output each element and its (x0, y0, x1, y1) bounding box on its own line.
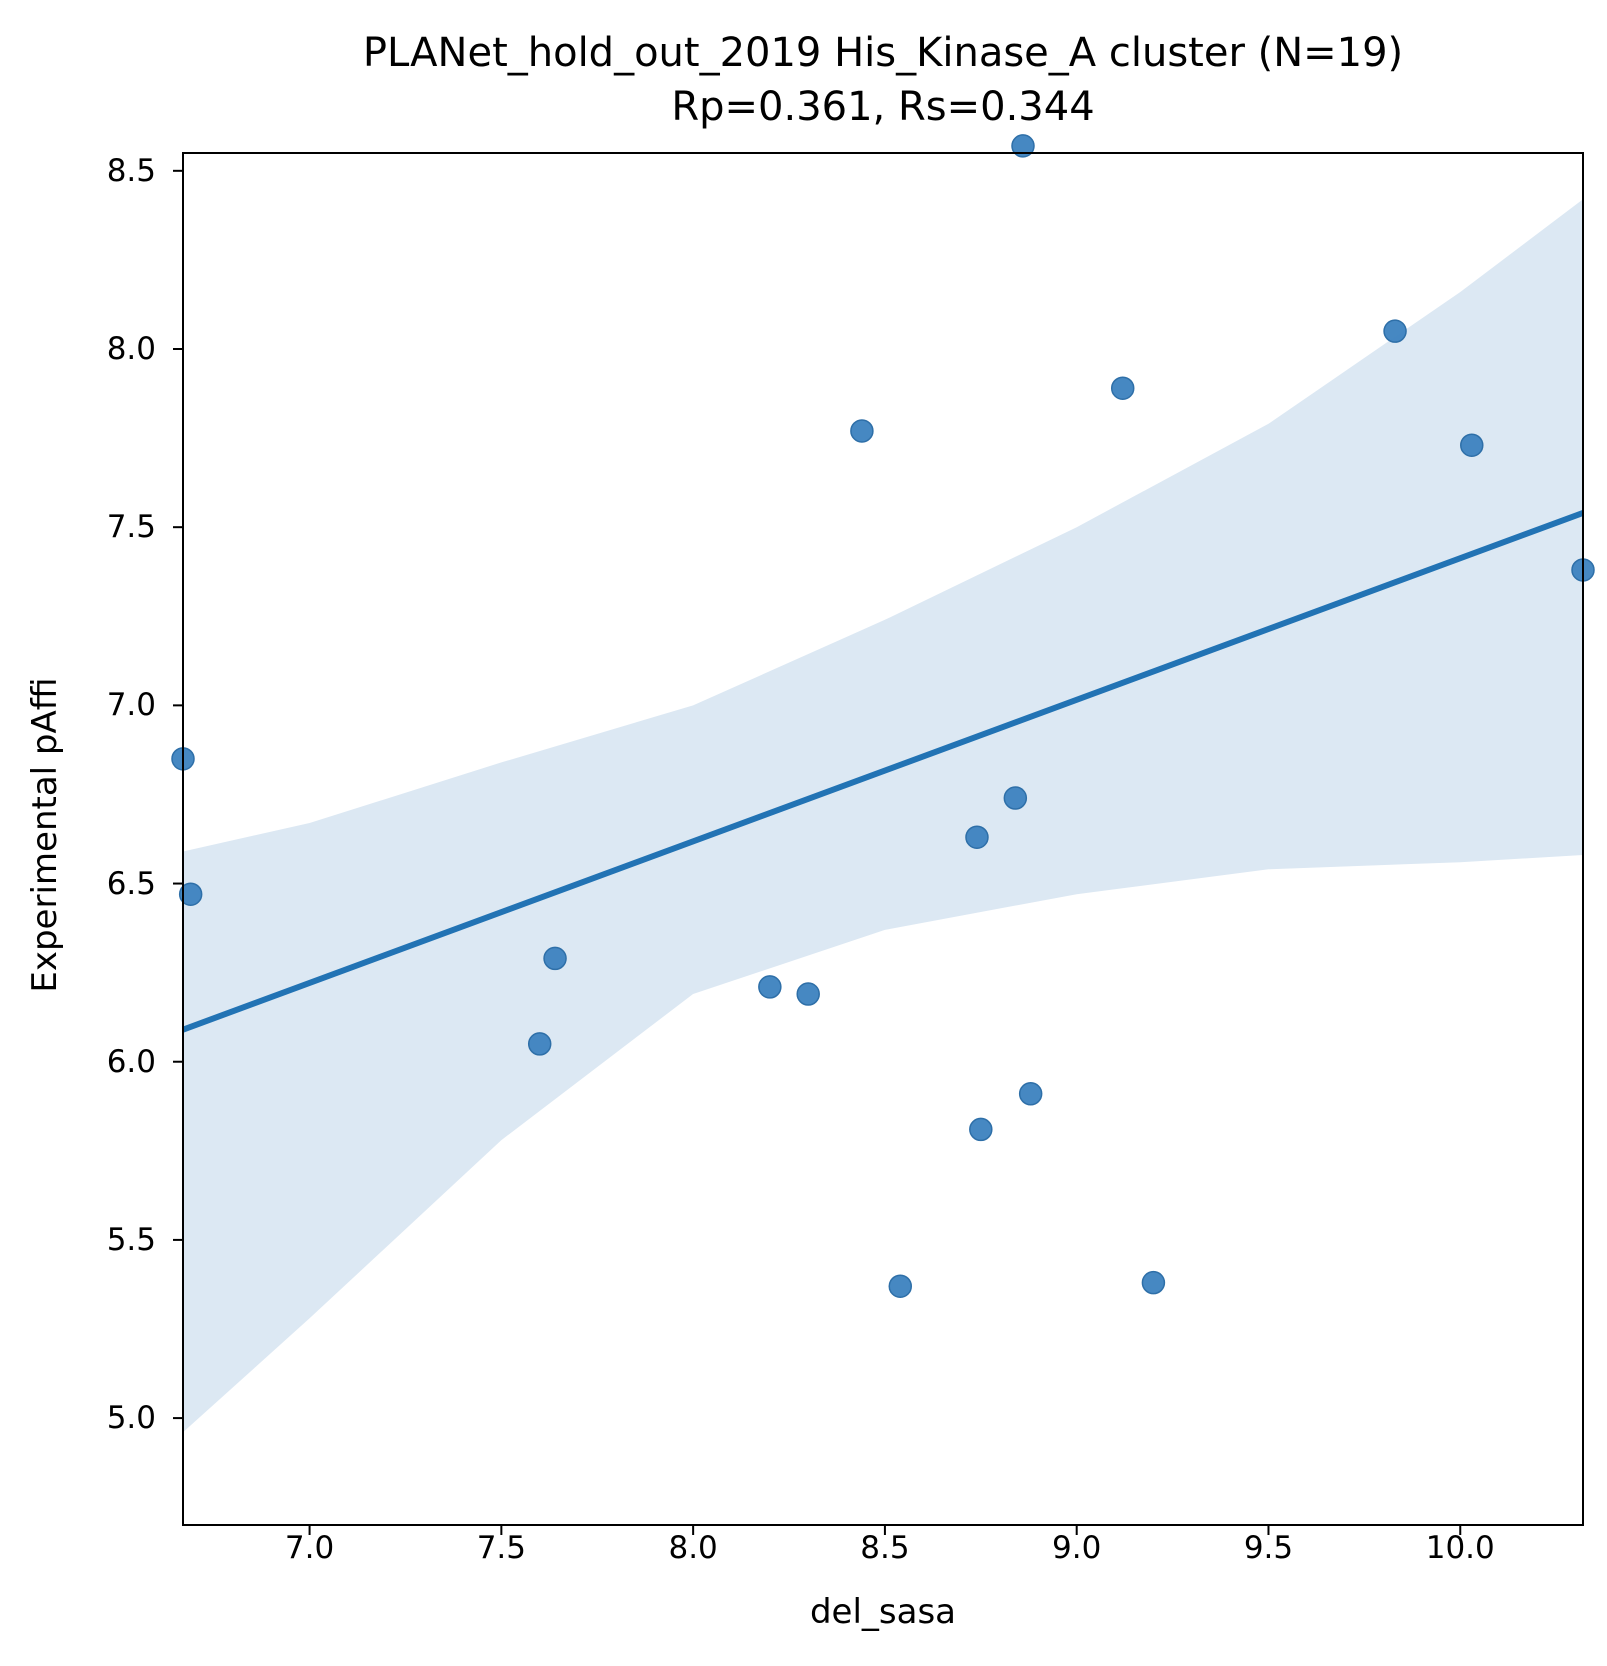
data-point (1383, 319, 1407, 343)
data-point (1110, 376, 1135, 400)
y-tick-label: 7.5 (106, 509, 156, 546)
y-tick-label: 6.5 (106, 865, 156, 902)
data-point (850, 419, 874, 443)
y-tick-label: 5.5 (106, 1221, 156, 1258)
x-axis-label: del_sasa (809, 1592, 957, 1632)
y-tick-label: 5.0 (106, 1400, 156, 1437)
y-axis-label: Experimental pAffi (25, 677, 65, 993)
data-point (178, 882, 203, 906)
axes-frame (182, 152, 1584, 1526)
data-point (796, 982, 820, 1006)
regression-line (183, 510, 1583, 1033)
chart-subtitle: Rp=0.361, Rs=0.344 (671, 84, 1095, 130)
data-point (1003, 786, 1028, 810)
y-tick-label: 6.0 (106, 1043, 156, 1080)
x-tick-label: 9.0 (1052, 1530, 1102, 1566)
chart-title: PLANet_hold_out_2019 His_Kinase_A cluste… (362, 30, 1404, 76)
data-point (758, 975, 782, 999)
data-point (969, 1117, 993, 1142)
x-tick-label: 10.0 (1425, 1530, 1495, 1566)
x-tick-label: 8.5 (860, 1530, 910, 1566)
data-point (1141, 1270, 1166, 1295)
data-point (1018, 1082, 1043, 1106)
data-point (965, 825, 989, 849)
data-point (527, 1032, 552, 1056)
confidence-band (183, 199, 1583, 1433)
x-tick-label: 9.5 (1243, 1530, 1294, 1566)
x-tick-label: 7.5 (476, 1530, 526, 1566)
y-tick-label: 7.0 (106, 687, 156, 724)
x-tick-label: 8.0 (668, 1530, 718, 1566)
data-point (1011, 134, 1035, 158)
data-point (888, 1274, 913, 1298)
y-tick-label: 8.0 (106, 331, 156, 367)
data-point (543, 946, 567, 971)
x-tick-label: 7.0 (284, 1530, 335, 1566)
y-tick-label: 8.5 (106, 152, 156, 189)
data-point (1460, 433, 1484, 457)
